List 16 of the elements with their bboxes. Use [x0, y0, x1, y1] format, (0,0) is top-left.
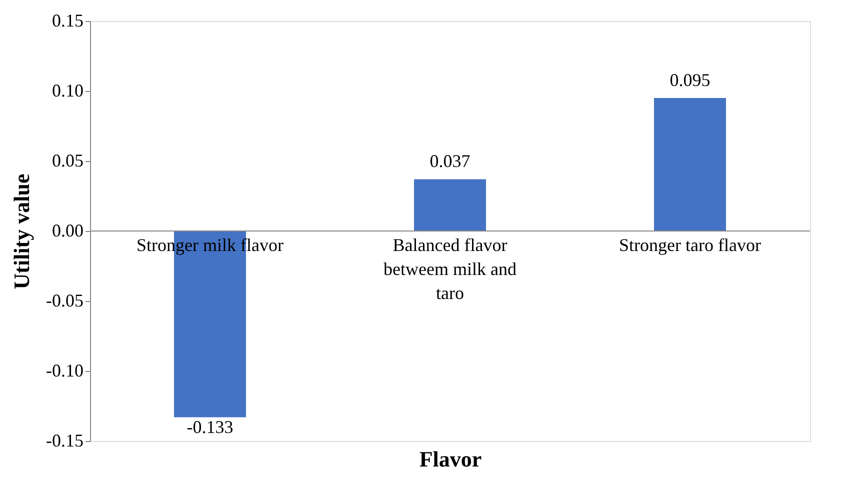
y-tick-label: -0.05 — [46, 290, 84, 310]
y-tick-label: -0.15 — [46, 430, 84, 450]
x-tick-label: Stronger taro flavor — [619, 235, 761, 255]
data-label: 0.037 — [430, 151, 470, 172]
y-tick-label: 0.15 — [52, 10, 84, 30]
y-tick-label: -0.10 — [46, 360, 84, 380]
data-label: 0.095 — [670, 70, 710, 90]
y-tick-label: 0.00 — [52, 220, 84, 240]
y-axis-title: Utility value — [9, 174, 34, 290]
x-axis-title: Flavor — [419, 446, 482, 472]
data-label: -0.133 — [186, 417, 234, 438]
bar — [414, 179, 486, 231]
y-tick-label: 0.10 — [52, 80, 84, 100]
x-tick-label: Balanced flavor betweem milk and taro — [384, 235, 516, 303]
bar — [654, 98, 726, 231]
y-tick-label: 0.05 — [52, 150, 84, 170]
